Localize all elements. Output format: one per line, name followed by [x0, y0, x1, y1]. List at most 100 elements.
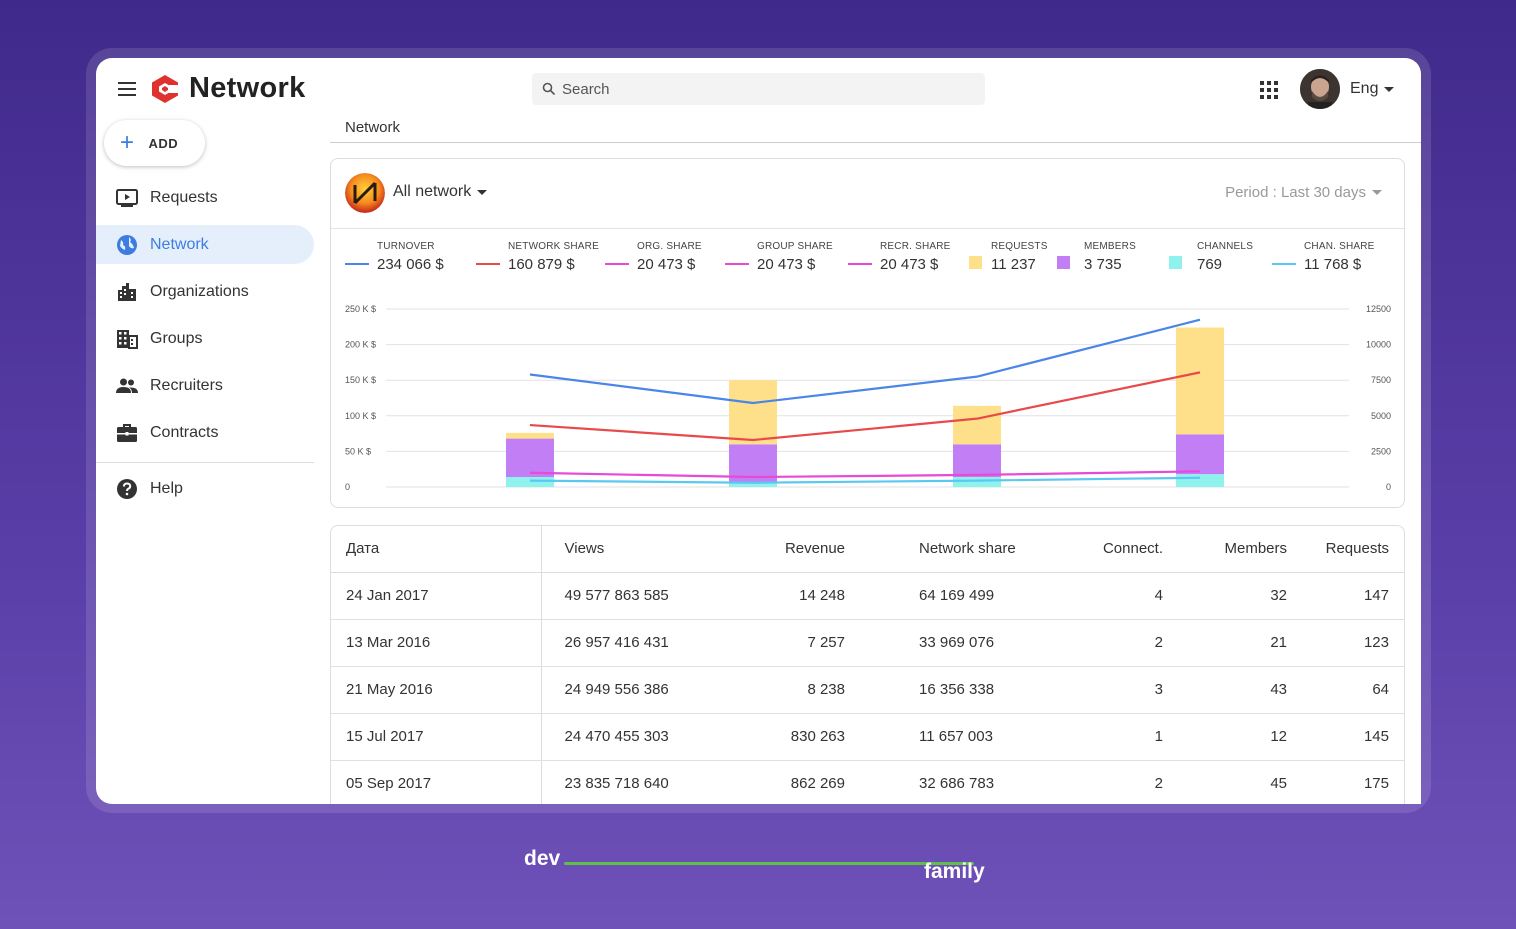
- table-cell: 43: [1163, 666, 1287, 714]
- search-input[interactable]: [562, 80, 962, 98]
- table-row[interactable]: 05 Sep 2017 23 835 718 640 862 269 32 686 7…: [331, 760, 1404, 804]
- legend-value: 160 879 $: [508, 256, 575, 273]
- sidebar-nav: Requests Network Organizations: [96, 178, 314, 460]
- legend-value: 20 473 $: [637, 256, 696, 273]
- hamburger-menu-icon[interactable]: [118, 82, 136, 96]
- sidebar-item-recruiters[interactable]: Recruiters: [96, 366, 314, 405]
- network-select[interactable]: All network: [393, 183, 488, 201]
- city-icon: [118, 282, 136, 301]
- column-header-views[interactable]: Views: [541, 526, 701, 573]
- series-line-network-share: [529, 371, 1201, 442]
- table-row[interactable]: 15 Jul 2017 24 470 455 303 830 263 11 657 0…: [331, 713, 1404, 761]
- brand-line: [564, 862, 974, 865]
- right-tick-label: 12500: [1366, 304, 1391, 314]
- period-label: Period : Last 30 days: [1225, 184, 1366, 201]
- people-icon: [116, 378, 138, 393]
- legend-square-swatch: [1169, 256, 1182, 269]
- briefcase-icon: [117, 423, 137, 442]
- sidebar-item-label: Organizations: [150, 282, 249, 300]
- column-header-date[interactable]: Дата: [331, 526, 542, 573]
- legend-value: 234 066 $: [377, 256, 444, 273]
- chevron-down-icon: [477, 189, 488, 195]
- left-tick-label: 250 K $: [345, 304, 376, 314]
- requests-icon: [116, 188, 138, 207]
- sidebar-item-label: Requests: [150, 188, 218, 206]
- left-tick-label: 150 K $: [345, 375, 376, 385]
- table-cell: 1: [1035, 713, 1163, 761]
- column-header-connect[interactable]: Connect.: [1035, 526, 1163, 573]
- table-cell: 862 269: [701, 760, 845, 804]
- brand-family-text: family: [924, 860, 985, 883]
- search-icon: [542, 82, 556, 96]
- chevron-down-icon: [1372, 190, 1382, 195]
- table-cell: 13 Mar 2016: [331, 619, 542, 667]
- bar-segment-requests: [1176, 327, 1224, 435]
- sidebar-item-organizations[interactable]: Organizations: [96, 272, 314, 311]
- table-cell: 16 356 338: [845, 666, 1035, 714]
- language-selector[interactable]: Eng: [1350, 80, 1395, 98]
- table-cell: 24 Jan 2017: [331, 572, 542, 620]
- chart-legend: TURNOVER 234 066 $ NETWORK SHARE 160 879…: [331, 241, 1406, 281]
- table-cell: 830 263: [701, 713, 845, 761]
- table-cell: 8 238: [701, 666, 845, 714]
- bar-segment-channels: [953, 477, 1001, 487]
- sidebar-item-groups[interactable]: Groups: [96, 319, 314, 358]
- series-line-chan-share: [529, 476, 1201, 484]
- table-header-row: Дата Views Revenue Network share Connect…: [331, 526, 1404, 573]
- legend-value: 11 768 $: [1304, 256, 1362, 273]
- table-row[interactable]: 13 Mar 2016 26 957 416 431 7 257 33 969 076…: [331, 619, 1404, 667]
- right-tick-label: 10000: [1366, 340, 1391, 350]
- user-avatar[interactable]: [1300, 69, 1340, 109]
- column-header-requests[interactable]: Requests: [1287, 526, 1404, 573]
- bar-segment-members: [953, 444, 1001, 478]
- bar-segment-members: [1176, 434, 1224, 475]
- plus-icon: +: [120, 129, 135, 156]
- legend-label: GROUP SHARE: [757, 241, 833, 252]
- network-avatar-icon: [345, 173, 385, 213]
- legend-label: NETWORK SHARE: [508, 241, 599, 252]
- sidebar-item-label: Help: [150, 479, 183, 497]
- table-cell: 32: [1163, 572, 1287, 620]
- table-row[interactable]: 21 May 2016 24 949 556 386 8 238 16 356 338…: [331, 666, 1404, 714]
- stats-table: Дата Views Revenue Network share Connect…: [331, 526, 1404, 804]
- left-tick-label: 100 K $: [345, 411, 376, 421]
- table-cell: 45: [1163, 760, 1287, 804]
- sidebar-item-network[interactable]: Network: [96, 225, 314, 264]
- table-cell: 3: [1035, 666, 1163, 714]
- sidebar-item-help[interactable]: Help: [96, 469, 314, 508]
- legend-value: 11 237: [991, 256, 1036, 273]
- stats-table-card: Дата Views Revenue Network share Connect…: [330, 525, 1405, 804]
- legend-value: 3 735: [1084, 256, 1122, 273]
- table-cell: 4: [1035, 572, 1163, 620]
- help-icon: [117, 478, 137, 499]
- column-header-network-share[interactable]: Network share: [845, 526, 1035, 573]
- table-row[interactable]: 24 Jan 2017 49 577 863 585 14 248 64 169 49…: [331, 572, 1404, 620]
- network-logo-icon: [152, 75, 179, 103]
- period-select[interactable]: Period : Last 30 days: [1225, 184, 1382, 201]
- legend-square-swatch: [969, 256, 982, 269]
- bar-segment-channels: [1176, 474, 1224, 487]
- legend-label: ORG. SHARE: [637, 241, 702, 252]
- sidebar-item-requests[interactable]: Requests: [96, 178, 314, 217]
- legend-label: RECR. SHARE: [880, 241, 951, 252]
- bar-segment-members: [506, 438, 554, 478]
- globe-icon: [117, 234, 137, 255]
- legend-value: 769: [1197, 256, 1223, 273]
- apps-grid-icon[interactable]: [1260, 81, 1278, 99]
- table-cell: 123: [1287, 619, 1404, 667]
- search-bar[interactable]: [532, 73, 985, 105]
- language-label: Eng: [1350, 80, 1379, 97]
- table-cell: 32 686 783: [845, 760, 1035, 804]
- breadcrumb: Network: [345, 119, 401, 136]
- add-button[interactable]: + ADD: [104, 120, 205, 166]
- column-header-revenue[interactable]: Revenue: [701, 526, 845, 573]
- sidebar-item-label: Recruiters: [150, 376, 223, 394]
- table-cell: 24 470 455 303: [541, 713, 701, 761]
- sidebar-item-contracts[interactable]: Contracts: [96, 413, 314, 452]
- legend-line-swatch: [1272, 263, 1296, 265]
- column-header-members[interactable]: Members: [1163, 526, 1287, 573]
- table-cell: 64: [1287, 666, 1404, 714]
- table-cell: 23 835 718 640: [541, 760, 701, 804]
- sidebar-item-label: Groups: [150, 329, 203, 347]
- table-cell: 12: [1163, 713, 1287, 761]
